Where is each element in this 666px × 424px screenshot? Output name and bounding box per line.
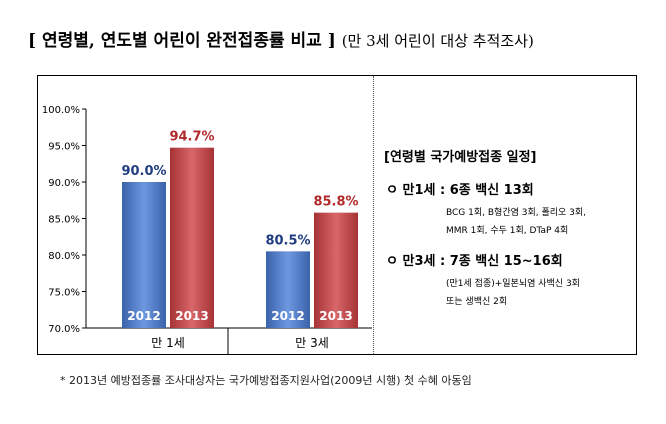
y-tick-label: 100.0% bbox=[42, 105, 80, 116]
bar-value-label: 90.0% bbox=[121, 164, 166, 179]
bar-series-label: 2013 bbox=[175, 309, 208, 323]
bar-value-label: 80.5% bbox=[265, 233, 310, 248]
title-subtitle: (만 3세 어린이 대상 추적조사) bbox=[341, 32, 534, 50]
y-tick-label: 70.0% bbox=[48, 324, 80, 335]
schedule-age3-line2: 또는 생백신 2회 bbox=[446, 297, 508, 307]
schedule-title: [연령별 국가예방접종 일정] bbox=[384, 150, 537, 165]
bar-2012 bbox=[266, 251, 310, 328]
bar-2012 bbox=[122, 182, 166, 328]
bar-value-label: 94.7% bbox=[169, 130, 214, 145]
bar-series-label: 2013 bbox=[319, 309, 352, 323]
y-tick-label: 90.0% bbox=[48, 178, 80, 189]
y-tick-label: 85.0% bbox=[48, 215, 80, 226]
bar-2013 bbox=[314, 212, 358, 328]
schedule-age1-label: ㅇ 만1세 : 6종 백신 13회 bbox=[386, 183, 534, 198]
schedule-age1-line1: BCG 1회, B형간염 3회, 폴리오 3회, bbox=[446, 208, 587, 218]
bar-chart: 70.0% 75.0% 80.0% 85.0% 90.0% 95.0% 100.0% 90.0… bbox=[42, 105, 372, 354]
frame-divider bbox=[373, 76, 374, 354]
bar-series-label: 2012 bbox=[127, 309, 160, 323]
footnote: * 2013년 예방접종률 조사대상자는 국가예방접종지원사업(2009년 시행… bbox=[60, 374, 472, 387]
page-title: [ 연령별, 연도별 어린이 완전접종률 비교 ] (만 3세 어린이 대상 추… bbox=[28, 26, 534, 51]
y-tick-label: 75.0% bbox=[48, 288, 80, 299]
schedule-age1-line2: MMR 1회, 수두 1회, DTaP 4회 bbox=[446, 226, 569, 236]
schedule-age3-line1: (만1세 접종)+일본뇌염 사백신 3회 bbox=[446, 279, 580, 289]
y-tick-label: 95.0% bbox=[48, 142, 80, 153]
bar-2013 bbox=[170, 147, 214, 328]
schedule-panel: [연령별 국가예방접종 일정] ㅇ 만1세 : 6종 백신 13회 BCG 1회… bbox=[384, 146, 634, 311]
title-main: [ 연령별, 연도별 어린이 완전접종률 비교 ] bbox=[28, 31, 336, 51]
y-tick-label: 80.0% bbox=[48, 251, 80, 262]
chart-frame bbox=[37, 75, 637, 355]
schedule-age3-label: ㅇ 만3세 : 7종 백신 15~16회 bbox=[386, 254, 563, 269]
bar-series-label: 2012 bbox=[271, 309, 304, 323]
x-category-label: 만 3세 bbox=[295, 336, 329, 350]
bar-value-label: 85.8% bbox=[313, 195, 358, 210]
x-category-label: 만 1세 bbox=[151, 336, 185, 350]
